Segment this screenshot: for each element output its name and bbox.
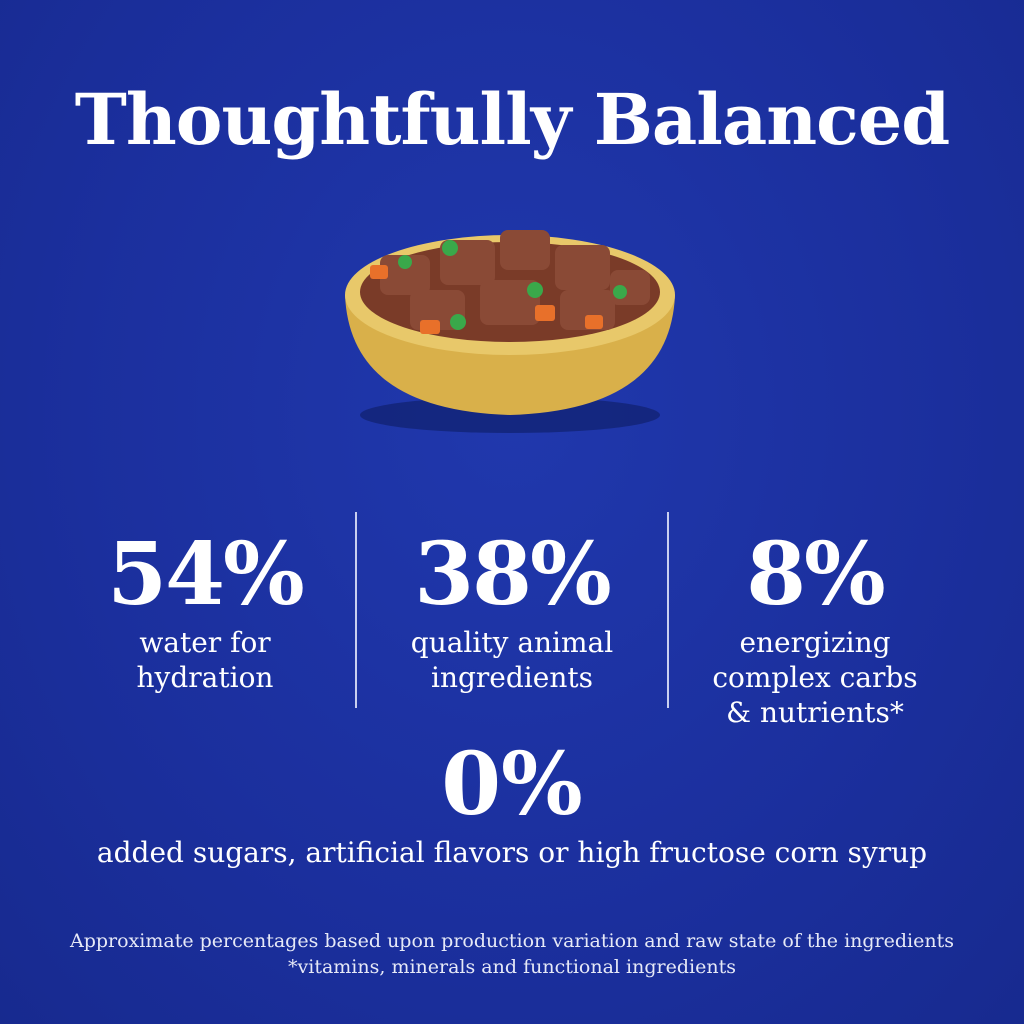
food-bowl (345, 230, 675, 433)
title: Thoughtfully Balanced (74, 78, 950, 161)
highlight: 0% added sugars, artificial flavors or h… (0, 735, 1024, 871)
divider (355, 512, 357, 708)
footnote-line: Approximate percentages based upon produ… (69, 930, 954, 952)
stat: 54% water for hydration (55, 525, 355, 695)
highlight-text: added sugars, artificial flavors or high… (96, 836, 928, 869)
label-line: quality animal (410, 626, 614, 659)
stat: 8% energizing complex carbs & nutrients* (665, 525, 965, 730)
label-line: water for (139, 626, 271, 659)
label-line: hydration (136, 661, 274, 694)
stat-label: water for hydration (55, 625, 355, 695)
label-line: complex carbs (712, 661, 918, 694)
label-line: & nutrients* (726, 696, 904, 729)
divider (667, 512, 669, 708)
stat: 38% quality animal ingredients (362, 525, 662, 695)
stat-value: 38% (414, 524, 611, 625)
stat-value: 8% (746, 524, 886, 625)
label-line: ingredients (431, 661, 593, 694)
stat-label: energizing complex carbs & nutrients* (665, 625, 965, 730)
footnote-line: *vitamins, minerals and functional ingre… (288, 956, 736, 978)
stat-label: quality animal ingredients (362, 625, 662, 695)
label-line: energizing (739, 626, 891, 659)
stat-value: 54% (107, 524, 304, 625)
highlight-value: 0% (441, 734, 583, 835)
footnote: Approximate percentages based upon produ… (0, 928, 1024, 980)
